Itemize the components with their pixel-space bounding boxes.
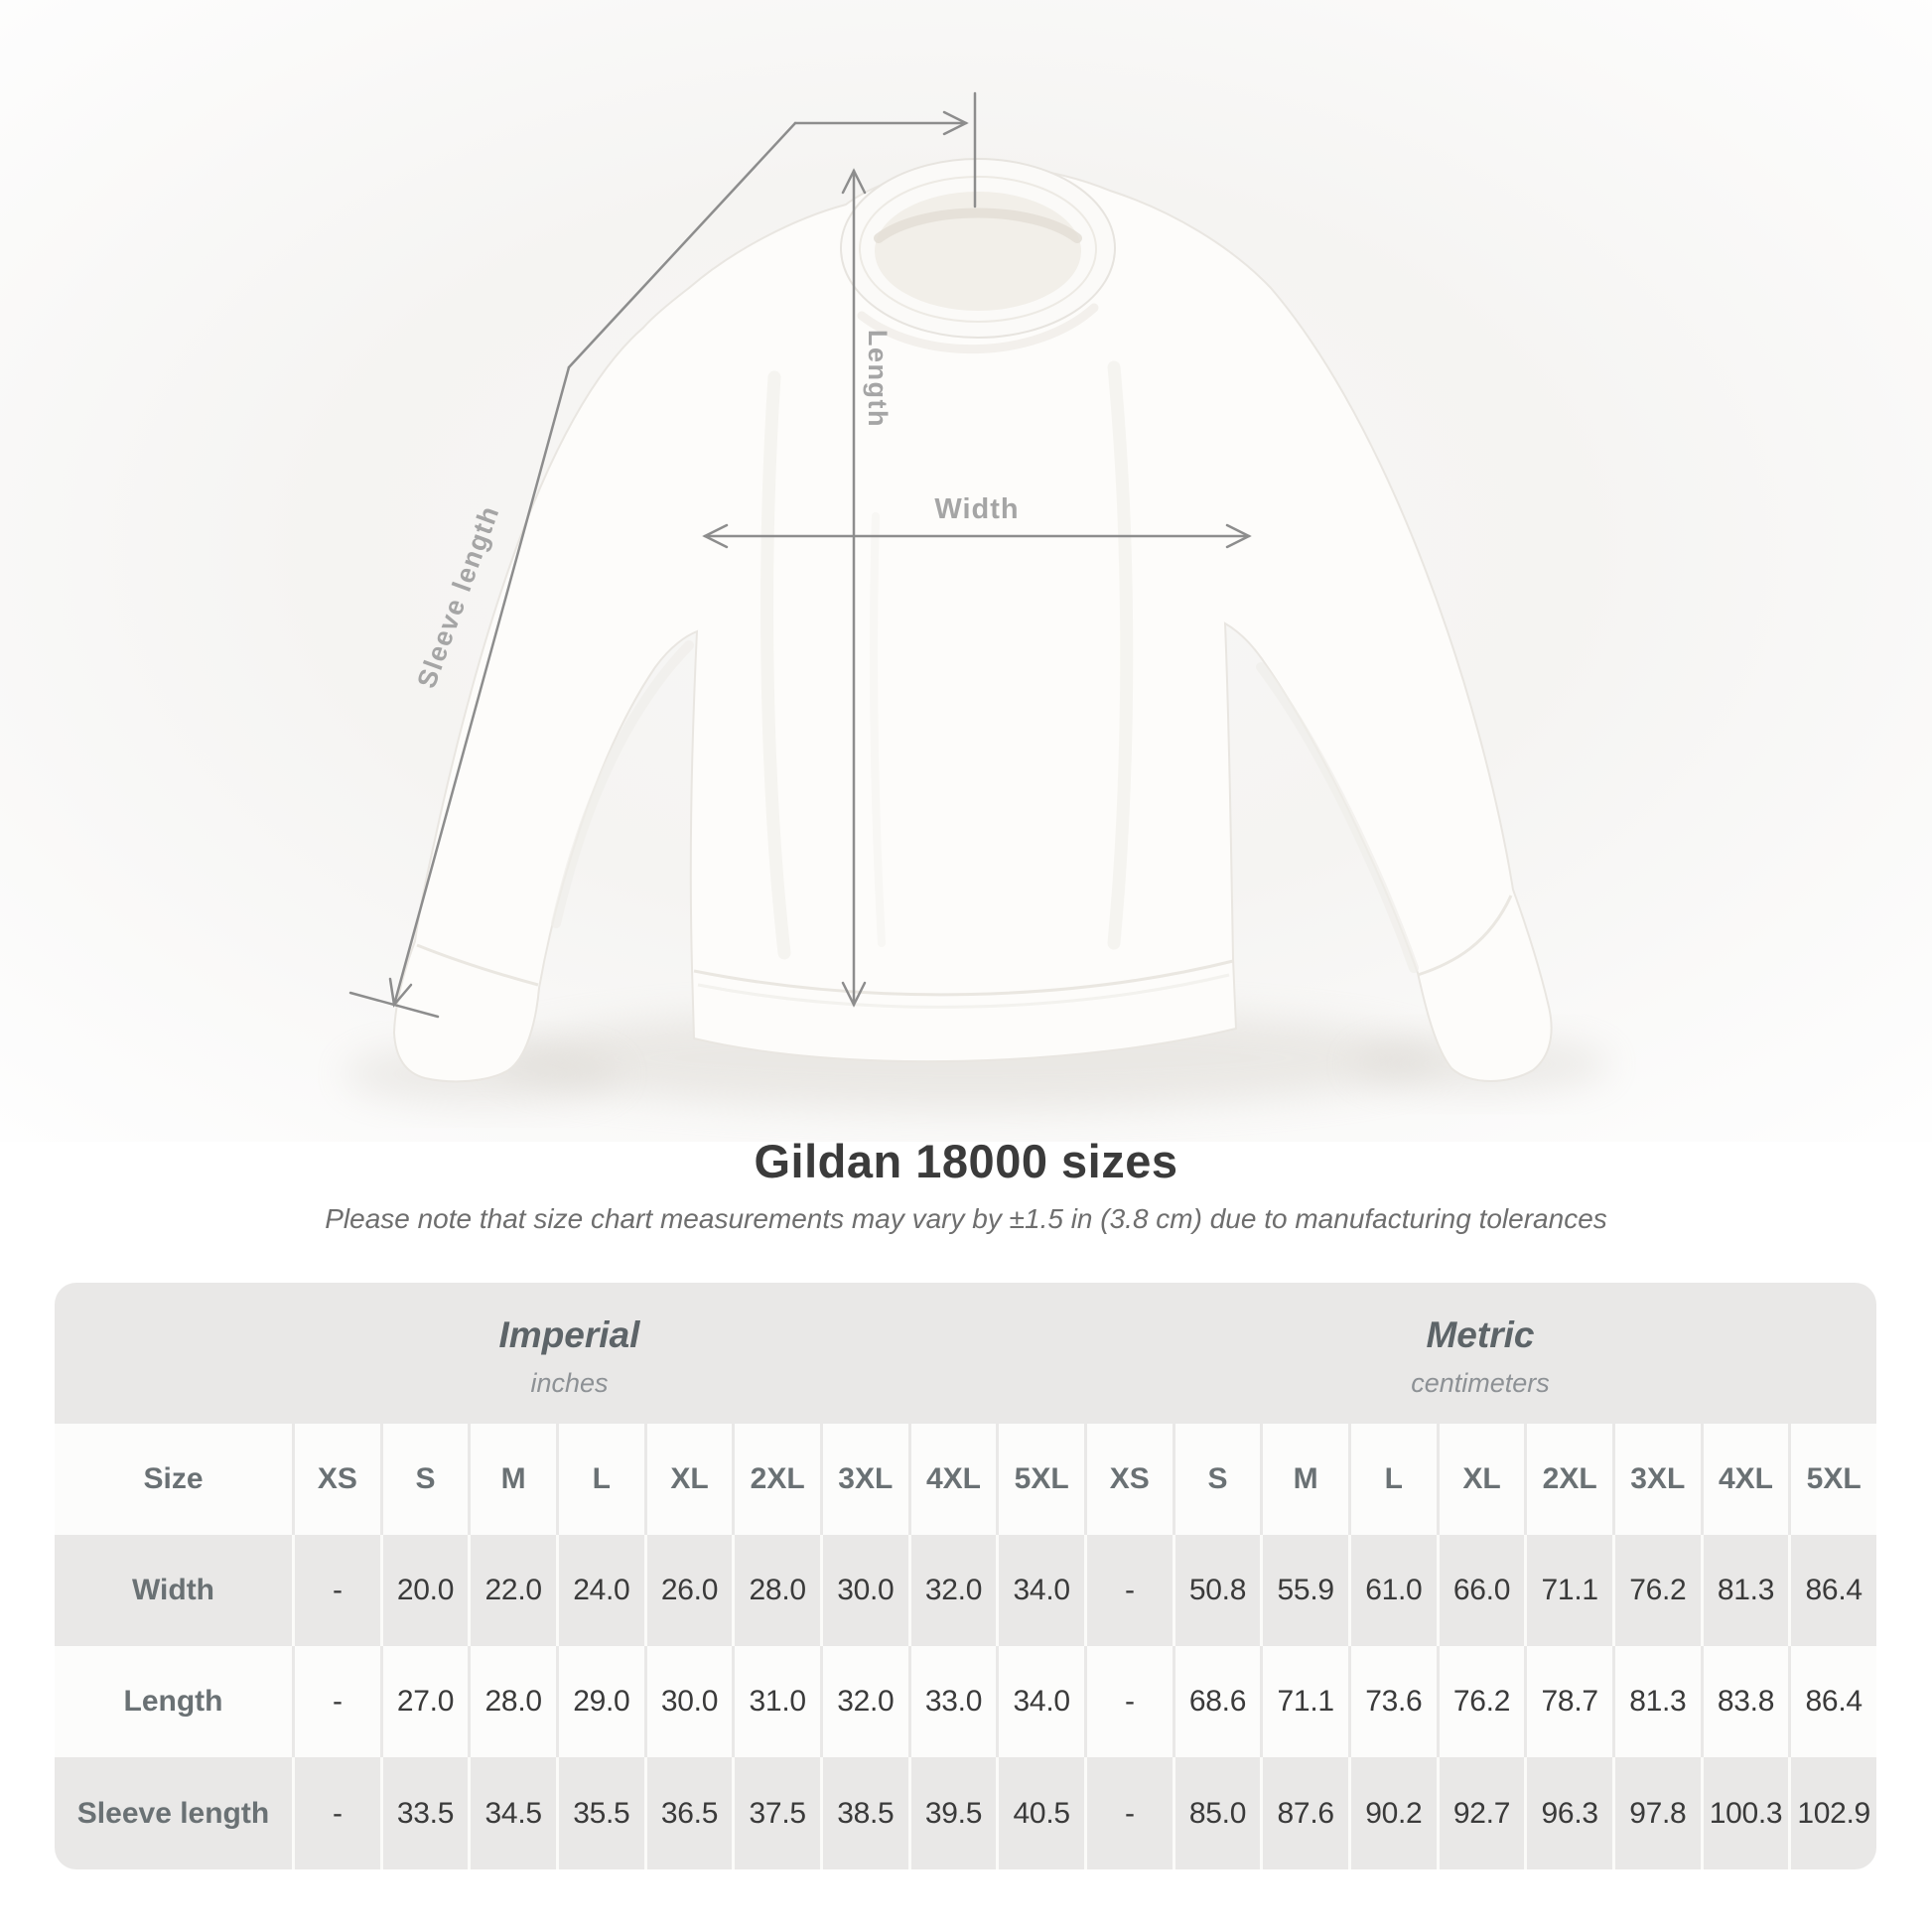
measurement-cell: 39.5 [907, 1757, 997, 1869]
measurement-cell: 40.5 [996, 1757, 1084, 1869]
measurement-lines [348, 91, 1252, 1019]
metric-unit: centimeters [1411, 1367, 1550, 1398]
size-column-header-metric: 3XL [1611, 1424, 1701, 1535]
measurement-cell: 28.0 [732, 1535, 820, 1646]
size-column-header-imperial: 2XL [732, 1424, 820, 1535]
size-column-header-metric: XS [1083, 1424, 1173, 1535]
measurement-cell: - [292, 1535, 380, 1646]
measurement-cell: 96.3 [1524, 1757, 1612, 1869]
fabric-folds [551, 303, 1419, 973]
measurement-cell: - [1083, 1535, 1173, 1646]
metric-unit-group-header: Metric centimeters [1084, 1283, 1876, 1424]
measurement-cell: 81.3 [1700, 1535, 1789, 1646]
row-label: Length [55, 1646, 292, 1757]
measurement-cell: 92.7 [1436, 1757, 1525, 1869]
tolerance-note: Please note that size chart measurements… [325, 1203, 1607, 1234]
measurement-cell: 36.5 [643, 1757, 733, 1869]
measurement-cell: 68.6 [1172, 1646, 1261, 1757]
measurement-cell: 83.8 [1700, 1646, 1789, 1757]
size-table: Imperial inches Metric centimeters Size … [55, 1283, 1876, 1869]
measurement-cell: 20.0 [379, 1535, 469, 1646]
measurement-cell: 32.0 [907, 1535, 997, 1646]
measurement-cell: 33.5 [379, 1757, 469, 1869]
size-column-header-imperial: XS [292, 1424, 380, 1535]
measurement-cell: 66.0 [1436, 1535, 1525, 1646]
size-column-header-metric: XL [1436, 1424, 1525, 1535]
page-title: Gildan 18000 sizes [754, 1135, 1178, 1187]
measurement-cell: 37.5 [732, 1757, 820, 1869]
size-column-header-imperial: S [379, 1424, 469, 1535]
width-dimension-label: Width [934, 493, 1019, 525]
measurement-cell: 100.3 [1700, 1757, 1789, 1869]
measurement-cell: 86.4 [1788, 1535, 1876, 1646]
measurement-cell: 31.0 [732, 1646, 820, 1757]
measurement-cell: 28.0 [468, 1646, 556, 1757]
measurement-cell: 76.2 [1436, 1646, 1525, 1757]
measurement-cell: 87.6 [1260, 1757, 1348, 1869]
crewneck-collar [840, 158, 1116, 339]
measurement-cell: 34.5 [468, 1757, 556, 1869]
measurement-cell: 24.0 [555, 1535, 644, 1646]
seams [416, 895, 1513, 1009]
length-dimension-label: Length [863, 330, 893, 428]
measurement-cell: 29.0 [555, 1646, 644, 1757]
measurement-cell: 76.2 [1611, 1535, 1701, 1646]
measurement-cell: - [292, 1646, 380, 1757]
measurement-cell: 38.5 [819, 1757, 908, 1869]
measurement-cell: 85.0 [1172, 1757, 1261, 1869]
size-column-header-metric: L [1347, 1424, 1437, 1535]
measurement-cell: 27.0 [379, 1646, 469, 1757]
sweatshirt-measurement-diagram: Length Width Sleeve length [0, 0, 1932, 1142]
row-label: Width [131, 1574, 215, 1606]
measurement-cell: 71.1 [1260, 1646, 1348, 1757]
size-column-header-metric: 4XL [1700, 1424, 1789, 1535]
measurement-cell: 35.5 [555, 1757, 644, 1869]
measurement-cell: 22.0 [468, 1535, 556, 1646]
measurement-cell: 34.0 [996, 1646, 1084, 1757]
imperial-label: Imperial [498, 1313, 640, 1355]
size-column-header-imperial: XL [643, 1424, 733, 1535]
size-column-header-imperial: 5XL [996, 1424, 1084, 1535]
row-label: Sleeve length [76, 1796, 270, 1830]
measurement-cell: 90.2 [1347, 1757, 1437, 1869]
imperial-unit-group-header: Imperial inches [55, 1283, 1084, 1424]
size-column-header-metric: M [1260, 1424, 1348, 1535]
size-column-header: Size [55, 1424, 292, 1535]
measurement-cell: 73.6 [1347, 1646, 1437, 1757]
measurement-cell: 71.1 [1524, 1535, 1612, 1646]
measurement-cell: - [1083, 1646, 1173, 1757]
measurement-cell: - [292, 1757, 380, 1869]
measurement-cell: - [1083, 1757, 1173, 1869]
size-column-header-metric: S [1172, 1424, 1261, 1535]
measurement-cell: 61.0 [1347, 1535, 1437, 1646]
sweatshirt [392, 158, 1553, 1083]
measurement-cell: 102.9 [1788, 1757, 1876, 1869]
measurement-cell: 26.0 [643, 1535, 733, 1646]
measurement-cell: 30.0 [819, 1535, 908, 1646]
metric-label: Metric [1426, 1313, 1535, 1355]
size-column-header-imperial: 4XL [907, 1424, 997, 1535]
measurement-cell: 97.8 [1611, 1757, 1701, 1869]
measurement-cell: 78.7 [1524, 1646, 1612, 1757]
size-column-header-metric: 2XL [1524, 1424, 1612, 1535]
size-column-header-imperial: L [555, 1424, 644, 1535]
measurement-cell: 81.3 [1611, 1646, 1701, 1757]
measurement-cell: 86.4 [1788, 1646, 1876, 1757]
imperial-unit: inches [530, 1367, 609, 1398]
size-column-header-imperial: M [468, 1424, 556, 1535]
measurement-cell: 30.0 [643, 1646, 733, 1757]
size-column-header-metric: 5XL [1788, 1424, 1876, 1535]
measurement-cell: 55.9 [1260, 1535, 1348, 1646]
measurement-cell: 32.0 [819, 1646, 908, 1757]
size-column-header-imperial: 3XL [819, 1424, 908, 1535]
measurement-cell: 33.0 [907, 1646, 997, 1757]
measurement-cell: 50.8 [1172, 1535, 1261, 1646]
measurement-cell: 34.0 [996, 1535, 1084, 1646]
